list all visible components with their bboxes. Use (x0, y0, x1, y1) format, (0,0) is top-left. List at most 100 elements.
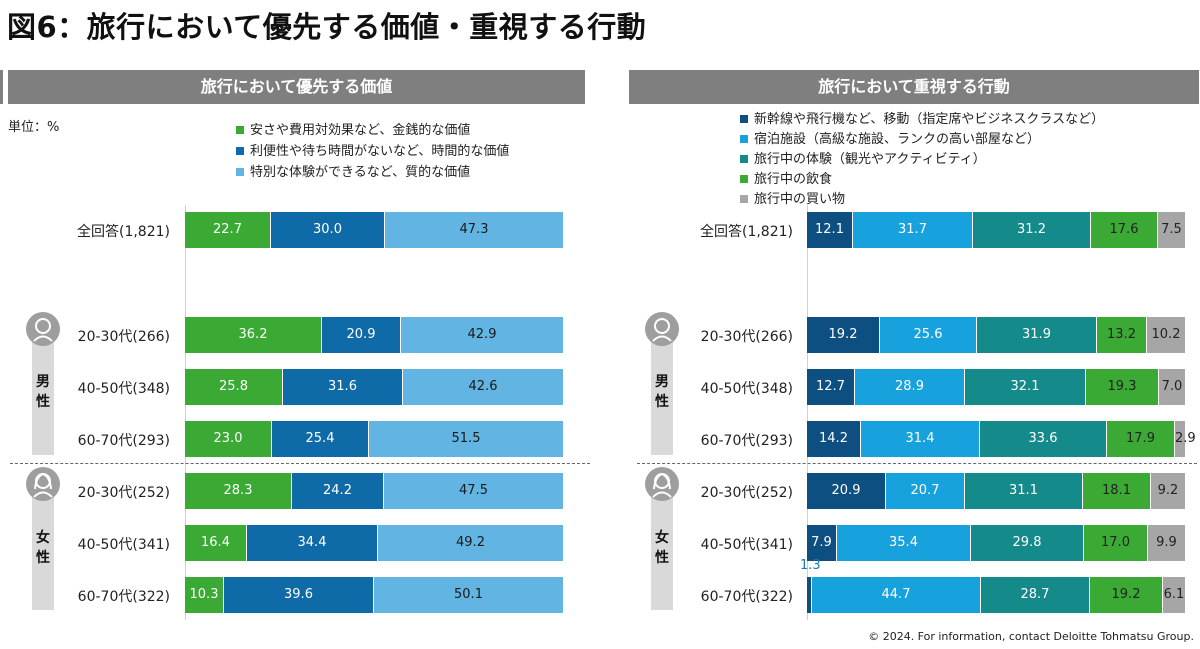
right-legend-item: 宿泊施設（高級な施設、ランクの高い部屋など） (740, 130, 1104, 150)
left-category-label: 60-70代(293) (77, 433, 170, 449)
right-bar-segment: 20.7 (886, 473, 964, 509)
right-bar-segment: 6.1 (1163, 577, 1185, 613)
unit-label: 単位：% (8, 120, 60, 135)
right-bar-segment: 28.7 (981, 577, 1089, 613)
left-bar-segment: 10.3 (185, 577, 223, 613)
right-legend-label: 新幹線や飛行機など、移動（指定席やビジネスクラスなど） (754, 112, 1105, 127)
right-category-label: 全回答(1,821) (699, 224, 793, 240)
left-legend-label: 特別な体験ができるなど、質的な価値 (250, 165, 471, 180)
left-legend-item: 安さや費用対効果など、金銭的な価値 (236, 120, 509, 141)
copyright-footer: © 2024. For information, contact Deloitt… (868, 630, 1194, 643)
left-bar-segment: 34.4 (247, 525, 377, 561)
male-group-bar (32, 330, 54, 455)
right-bar-segment: 28.9 (855, 369, 964, 405)
left-legend-item: 特別な体験ができるなど、質的な価値 (236, 162, 509, 183)
left-bar-segment: 42.9 (401, 317, 563, 353)
left-legend-swatch (236, 126, 244, 134)
right-legend-label: 旅行中の飲食 (754, 172, 833, 187)
right-legend-swatch (740, 155, 748, 163)
left-bar-segment: 25.4 (272, 421, 368, 457)
male-label: 男 性 (36, 374, 50, 410)
right-bar-segment: 25.6 (880, 317, 976, 353)
left-bar-segment: 47.3 (385, 212, 563, 248)
right-legend-swatch (740, 115, 748, 123)
left-legend-item: 利便性や待ち時間がないなど、時間的な価値 (236, 141, 509, 162)
page-title: 図6：旅行において優先する価値・重視する行動 (7, 10, 647, 44)
right-category-label: 20-30代(266) (700, 329, 793, 345)
right-chart-title: 旅行において重視する行動 (629, 70, 1199, 104)
right-bar-segment: 14.2 (807, 421, 860, 457)
right-category-label: 60-70代(322) (700, 589, 793, 605)
right-bar-segment: 31.7 (853, 212, 972, 248)
right-bar-segment: 9.9 (1148, 525, 1185, 561)
left-bar-segment: 39.6 (224, 577, 373, 613)
left-bar-segment: 22.7 (185, 212, 270, 248)
right-legend-label: 旅行中の体験（観光やアクティビティ） (754, 152, 986, 167)
right-bar-segment: 2.9 (1175, 421, 1196, 457)
left-bar-segment: 50.1 (374, 577, 563, 613)
left-axis-line (185, 205, 186, 620)
right-category-label: 40-50代(341) (700, 537, 793, 553)
left-category-label: 20-30代(252) (77, 485, 170, 501)
female-label: 女 性 (36, 530, 50, 566)
right-bar-segment: 31.4 (861, 421, 979, 457)
right-legend-item: 新幹線や飛行機など、移動（指定席やビジネスクラスなど） (740, 110, 1104, 130)
right-legend: 新幹線や飛行機など、移動（指定席やビジネスクラスなど） 宿泊施設（高級な施設、ラン… (740, 110, 1104, 210)
right-legend-item: 旅行中の買い物 (740, 190, 1104, 210)
right-bar-segment: 19.3 (1086, 369, 1158, 405)
panel-edge-marker (0, 70, 3, 104)
left-bar-segment: 31.6 (283, 369, 402, 405)
left-legend-label: 利便性や待ち時間がないなど、時間的な価値 (250, 144, 510, 159)
male-label-right: 男 性 (655, 374, 669, 410)
right-bar-segment: 9.2 (1151, 473, 1185, 509)
right-bar-segment: 17.9 (1107, 421, 1174, 457)
left-category-label: 20-30代(266) (77, 329, 170, 345)
left-bar-segment: 47.5 (384, 473, 563, 509)
right-bar-segment: 17.0 (1084, 525, 1147, 561)
left-category-label: 全回答(1,821) (76, 224, 170, 240)
right-axis-line (807, 205, 808, 620)
left-bar-segment: 16.4 (185, 525, 246, 561)
left-bar-segment: 28.3 (185, 473, 291, 509)
left-legend-swatch (236, 168, 244, 176)
left-legend-swatch (236, 147, 244, 155)
right-legend-item: 旅行中の体験（観光やアクティビティ） (740, 150, 1104, 170)
small-value-callout: 1.3 (800, 558, 821, 573)
right-legend-swatch (740, 175, 748, 183)
left-category-label: 60-70代(322) (77, 589, 170, 605)
left-bar-segment: 25.8 (185, 369, 282, 405)
right-bar-segment: 13.2 (1097, 317, 1146, 353)
right-category-label: 40-50代(348) (700, 381, 793, 397)
left-legend: 安さや費用対効果など、金銭的な価値利便性や待ち時間がないなど、時間的な価値 特別な… (236, 120, 509, 183)
right-bar-segment: 10.2 (1147, 317, 1185, 353)
right-bar-segment: 12.1 (807, 212, 852, 248)
female-group-bar-right (651, 485, 673, 610)
right-bar-segment: 18.1 (1083, 473, 1150, 509)
male-person-icon-right (645, 312, 679, 346)
female-group-bar (32, 485, 54, 610)
female-person-icon-right (645, 467, 679, 501)
left-bar-segment: 23.0 (185, 421, 271, 457)
right-bar-segment: 31.2 (973, 212, 1090, 248)
right-bar-segment: 7.5 (1158, 212, 1185, 248)
left-bar-segment: 49.2 (378, 525, 563, 561)
right-gender-divider (637, 463, 1197, 464)
right-category-label: 60-70代(293) (700, 433, 793, 449)
right-bar-segment (807, 577, 811, 613)
left-category-label: 40-50代(341) (77, 537, 170, 553)
right-bar-segment: 7.9 (807, 525, 836, 561)
right-bar-segment: 7.0 (1159, 369, 1185, 405)
right-legend-item: 旅行中の飲食 (740, 170, 1104, 190)
left-category-label: 40-50代(348) (77, 381, 170, 397)
right-bar-segment: 29.8 (971, 525, 1083, 561)
left-bar-segment: 36.2 (185, 317, 321, 353)
female-person-icon (26, 467, 60, 501)
right-bar-segment: 35.4 (837, 525, 970, 561)
right-legend-swatch (740, 195, 748, 203)
male-group-bar-right (651, 330, 673, 455)
left-bar-segment: 30.0 (271, 212, 384, 248)
right-legend-label: 宿泊施設（高級な施設、ランクの高い部屋など） (754, 132, 1041, 147)
left-legend-label: 安さや費用対効果など、金銭的な価値 (250, 123, 471, 138)
right-bar-segment: 17.6 (1091, 212, 1157, 248)
right-bar-segment: 32.1 (965, 369, 1085, 405)
